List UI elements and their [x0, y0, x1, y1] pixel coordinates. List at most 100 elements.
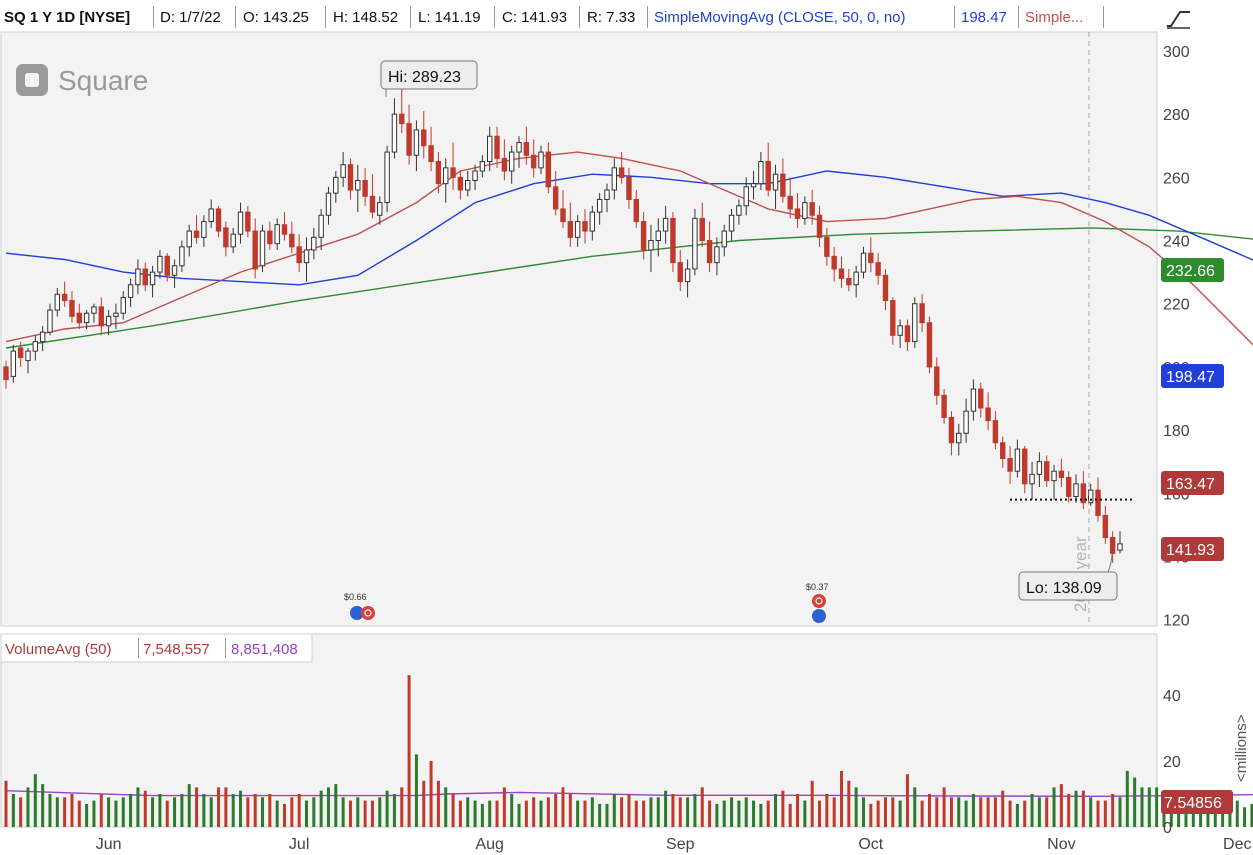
candle-body — [32, 341, 39, 352]
volume-bar — [935, 797, 939, 827]
dividend-marker-aug[interactable]: $0.66 — [344, 592, 375, 620]
volume-bar — [187, 784, 191, 827]
candle-body — [794, 208, 801, 219]
candle-body — [333, 176, 339, 194]
candle-body — [912, 303, 918, 343]
candle-body — [787, 195, 793, 210]
volume-avg-label[interactable]: VolumeAvg (50) — [5, 641, 111, 658]
volume-bar — [378, 797, 382, 827]
candle-body — [970, 388, 977, 412]
volume-bar — [715, 803, 719, 827]
volume-bar — [422, 780, 426, 827]
volume-bar — [949, 797, 953, 827]
dividend-marker-oct[interactable]: $0.37 — [806, 582, 829, 623]
candle-body — [699, 217, 705, 242]
volume-bar — [752, 800, 756, 827]
candle-body — [802, 202, 808, 219]
volume-bar — [1008, 800, 1012, 827]
symbol-label[interactable]: SQ 1 Y 1D [NYSE] — [4, 9, 130, 26]
candle-body — [604, 189, 610, 200]
volume-bar — [656, 797, 660, 827]
expand-chart-icon[interactable] — [1165, 4, 1193, 30]
candle-body — [882, 274, 889, 302]
volume-bar — [524, 800, 528, 827]
candle-body — [582, 221, 588, 232]
date-tick-label: Dec — [1223, 836, 1251, 853]
volume-bar — [1250, 803, 1253, 827]
candle-body — [897, 325, 903, 336]
volume-bar — [158, 794, 162, 827]
price-panel[interactable] — [0, 31, 1158, 627]
volume-tick-label: 0 — [1163, 820, 1172, 837]
volume-bar — [392, 794, 396, 827]
candle-body — [113, 312, 119, 317]
volume-bar — [1155, 787, 1159, 827]
candle-body — [245, 211, 251, 232]
volume-bar — [642, 800, 646, 827]
candle-body — [296, 246, 302, 264]
candle-body — [362, 180, 368, 197]
volume-value: 7,548,557 — [143, 641, 210, 658]
candle-body — [494, 135, 500, 159]
volume-bar — [48, 794, 52, 827]
low-callout-text: Lo: 138.09 — [1026, 580, 1102, 597]
volume-bar — [1243, 807, 1247, 827]
candle-body — [179, 246, 185, 267]
volume-bar — [971, 794, 975, 827]
candle-body — [706, 240, 713, 264]
candle-body — [127, 284, 134, 298]
candle-body — [948, 416, 955, 444]
badge-sma200-text: 232.66 — [1166, 263, 1215, 280]
volume-bar — [473, 800, 477, 827]
volume-bar — [173, 797, 177, 827]
volume-bar — [502, 787, 506, 827]
volume-bar — [510, 794, 514, 827]
volume-bar — [561, 787, 565, 827]
volume-bar — [121, 797, 125, 827]
volume-bar — [788, 803, 792, 827]
candle-body — [237, 211, 244, 235]
candle-body — [618, 167, 625, 178]
badge-last-price: 141.93 — [1161, 537, 1224, 561]
volume-bar — [77, 800, 81, 827]
candle-body — [538, 151, 544, 169]
candle-body — [838, 268, 845, 279]
volume-bar — [898, 800, 902, 827]
price-tick-label: 260 — [1163, 170, 1190, 187]
volume-bar — [253, 794, 257, 827]
volume-bar — [180, 794, 184, 827]
volume-bar — [195, 787, 199, 827]
candle-body — [83, 312, 90, 324]
date-tick-label: Nov — [1047, 836, 1075, 853]
candle-body — [501, 157, 508, 172]
candle-body — [516, 142, 522, 153]
candle-body — [567, 221, 574, 238]
volume-bar — [283, 803, 286, 827]
volume-bar — [876, 800, 880, 827]
volume-bar — [774, 794, 778, 827]
volume-bar — [532, 797, 536, 827]
sma-value: 198.47 — [961, 9, 1007, 26]
volume-panel[interactable] — [0, 633, 1158, 828]
badge-volume: 7.54856 — [1161, 790, 1233, 814]
volume-bar — [63, 797, 67, 827]
candle-body — [98, 306, 104, 327]
volume-bar — [766, 800, 770, 827]
candle-body — [259, 230, 266, 267]
volume-bar — [99, 794, 103, 827]
volume-bar — [363, 800, 367, 827]
badge-sma20-text: 163.47 — [1166, 476, 1215, 493]
badge-sma200: 232.66 — [1161, 258, 1224, 282]
volume-bar — [451, 794, 455, 827]
sma-label[interactable]: SimpleMovingAvg (CLOSE, 50, 0, no) — [654, 9, 906, 26]
sma-more-label[interactable]: Simple... — [1025, 9, 1083, 26]
candle-body — [1102, 514, 1109, 539]
volume-bar — [993, 797, 997, 827]
volume-bar — [1221, 803, 1225, 827]
range-label: R: 7.33 — [587, 9, 635, 26]
candle-body — [831, 255, 837, 270]
volume-bar — [341, 797, 345, 827]
volume-bar — [700, 787, 704, 827]
volume-bar — [678, 797, 682, 827]
